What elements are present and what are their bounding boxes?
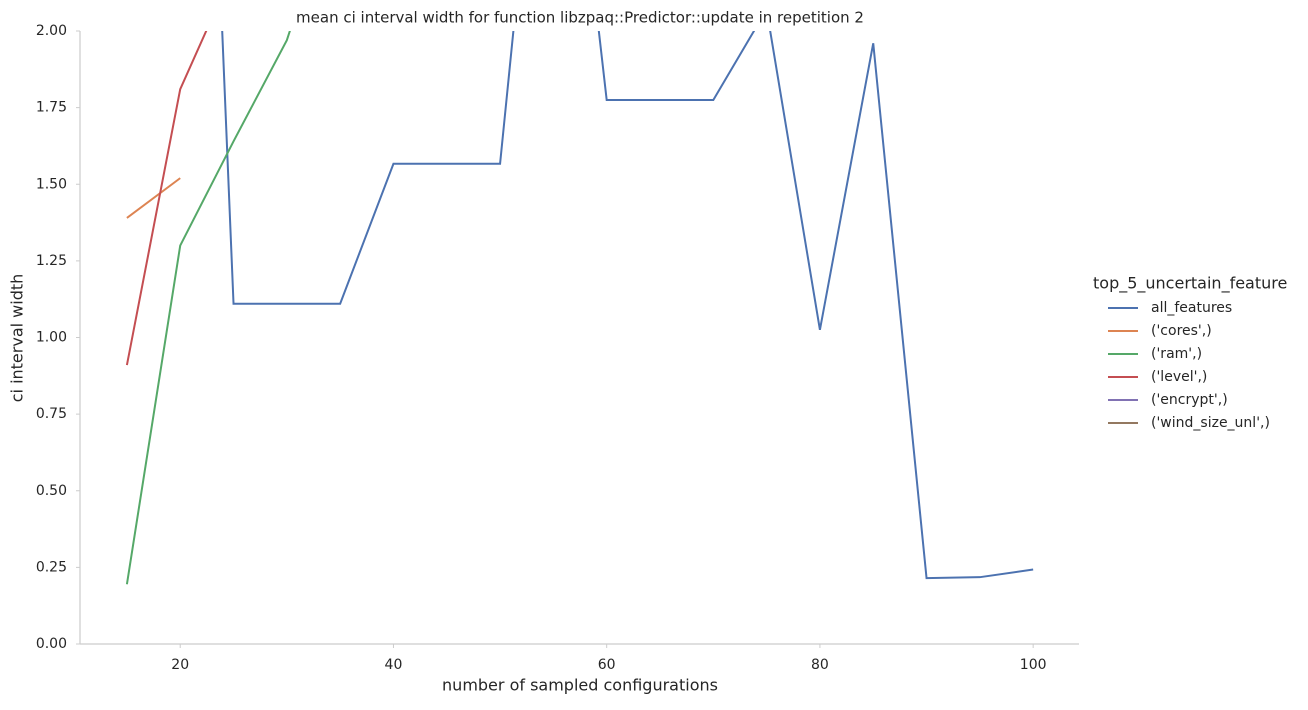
x-tick-label: 40 [385,657,403,673]
y-axis-label: ci interval width [8,274,27,403]
y-tick-label: 0.25 [36,559,67,575]
y-tick-label: 1.00 [36,330,67,346]
y-tick-label: 0.75 [36,406,67,422]
legend-label: ('ram',) [1151,346,1202,362]
series-line [126,177,181,219]
x-tick-label: 80 [811,657,829,673]
legend-label: ('cores',) [1151,323,1212,339]
y-tick-label: 1.50 [36,176,67,192]
plot-area [125,31,1034,585]
series-line [125,31,291,585]
legend-label: ('level',) [1151,369,1207,385]
y-tick-label: 0.00 [36,636,67,652]
x-tick-label: 60 [598,657,616,673]
y-tick-label: 2.00 [36,23,67,39]
legend-title: top_5_uncertain_feature [1093,274,1287,294]
legend-label: all_features [1151,300,1232,316]
x-axis-label: number of sampled configurations [442,676,718,695]
series-line [125,31,208,366]
x-tick-label: 20 [171,657,189,673]
y-tick-label: 1.25 [36,253,67,269]
series-line [221,31,1034,580]
y-tick-label: 1.75 [36,100,67,116]
legend-label: ('encrypt',) [1151,392,1228,408]
x-tick-label: 100 [1020,657,1047,673]
legend-label: ('wind_size_unl',) [1151,415,1270,431]
y-tick-label: 0.50 [36,483,67,499]
chart-title: mean ci interval width for function libz… [296,9,864,27]
